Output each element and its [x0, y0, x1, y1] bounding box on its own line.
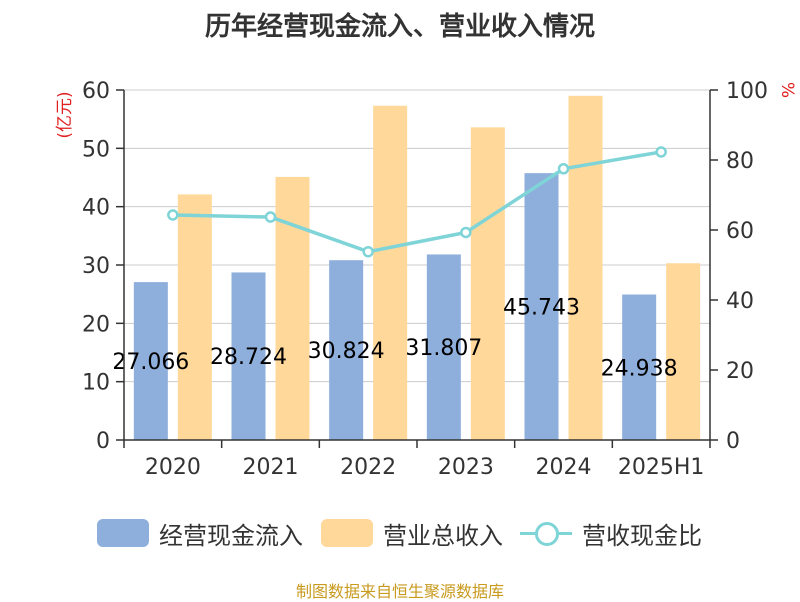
y-left-tick-label: 10 — [82, 371, 110, 396]
y-left-tick-label: 50 — [82, 137, 110, 162]
bar-revenue — [666, 263, 701, 440]
y-right-tick-label: 20 — [726, 359, 754, 384]
y-right-tick-label: 100 — [726, 79, 768, 104]
y-left-tick-label: 0 — [96, 429, 110, 454]
x-tick-label: 2024 — [536, 455, 592, 480]
bar-value-label: 28.724 — [210, 345, 287, 370]
bar-cash-inflow — [231, 272, 266, 440]
ratio-point — [557, 163, 570, 175]
y-right-unit-label: % — [777, 82, 797, 98]
legend-label-ratio: 营收现金比 — [582, 521, 702, 550]
ratio-point — [655, 146, 667, 158]
bar-revenue — [177, 194, 212, 440]
legend-label-revenue: 营业总收入 — [383, 521, 503, 550]
y-right-tick-label: 40 — [726, 289, 754, 314]
axes: 0 10 20 30 40 50 60 0 20 40 60 80 100 2020 2021 2022 202… — [55, 79, 797, 480]
y-left-tick-label: 30 — [82, 254, 110, 279]
y-left-unit-label: (亿元) — [55, 91, 75, 138]
chart-title: 历年经营现金流入、营业收入情况 — [204, 12, 595, 42]
bar-revenue — [568, 95, 603, 440]
y-left-tick-label: 40 — [82, 196, 110, 221]
x-tick-label: 2021 — [243, 455, 299, 480]
bar-value-label: 24.938 — [601, 356, 678, 381]
y-right-tick-label: 80 — [726, 149, 754, 174]
bars — [133, 95, 701, 440]
bar-revenue — [470, 127, 505, 440]
legend-label-cash-inflow: 经营现金流入 — [159, 521, 303, 550]
legend-swatch-cash-inflow — [97, 519, 149, 547]
x-tick-label: 2023 — [438, 455, 494, 480]
ratio-point — [264, 211, 277, 223]
bar-cash-inflow — [524, 173, 559, 440]
grid-lines — [124, 89, 710, 383]
ratio-line-path — [172, 150, 662, 254]
y-left-tick-label: 60 — [82, 79, 110, 104]
ratio-line — [167, 146, 667, 258]
bar-cash-inflow — [133, 282, 168, 440]
y-right-tick-label: 0 — [726, 429, 740, 454]
legend-line-marker-icon — [520, 519, 572, 547]
bar-cash-inflow — [622, 294, 657, 440]
bar-cash-inflow — [329, 260, 364, 440]
bar-value-label: 45.743 — [503, 296, 580, 321]
legend-item-cash-inflow[interactable]: 经营现金流入 — [97, 513, 303, 553]
bar-cash-inflow — [426, 254, 461, 440]
y-left-tick-label: 20 — [82, 312, 110, 337]
x-tick-label: 2020 — [145, 455, 201, 480]
ratio-point — [460, 226, 472, 239]
bar-value-label: 30.824 — [308, 339, 385, 364]
bar-revenue — [373, 105, 408, 440]
data-source-note: 制图数据来自恒生聚源数据库 — [295, 582, 504, 601]
x-tick-label: 2022 — [340, 455, 396, 480]
bar-value-labels: 27.066 28.724 30.824 31.807 45.743 24.938 — [112, 296, 677, 382]
legend-item-ratio[interactable]: 营收现金比 — [520, 513, 702, 553]
legend-item-revenue[interactable]: 营业总收入 — [321, 513, 503, 553]
bar-revenue — [275, 176, 310, 440]
bar-value-label: 31.807 — [405, 336, 482, 361]
bar-value-label: 27.066 — [112, 350, 189, 375]
ratio-point — [167, 209, 179, 221]
x-tick-label: 2025H1 — [618, 455, 705, 480]
legend: 经营现金流入 营业总收入 营收现金比 — [0, 513, 800, 553]
legend-swatch-revenue — [321, 519, 373, 547]
y-right-tick-label: 60 — [726, 219, 754, 244]
ratio-point — [362, 245, 374, 258]
